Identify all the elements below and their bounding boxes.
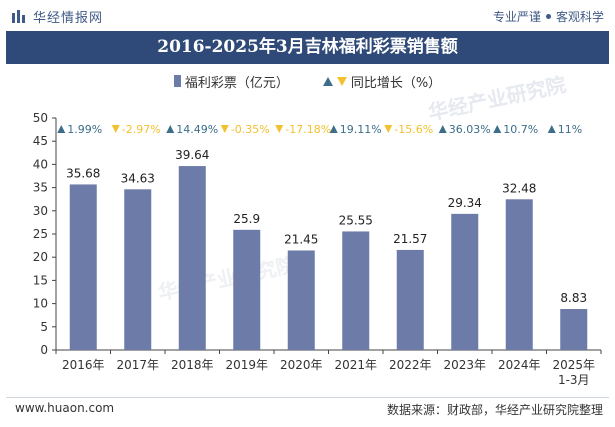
x-tick-label: 2016年 bbox=[62, 358, 105, 372]
y-tick-label: 45 bbox=[33, 134, 48, 148]
bar bbox=[178, 166, 206, 350]
bar-value-label: 34.63 bbox=[121, 171, 155, 185]
y-tick-label: 5 bbox=[40, 320, 48, 334]
growth-label: -2.97% bbox=[122, 123, 161, 136]
x-tick-label: 2018年 bbox=[171, 358, 214, 372]
legend-item-growth: 同比增长（%） bbox=[322, 72, 442, 91]
bar-value-label: 21.57 bbox=[393, 232, 427, 246]
growth-label: 36.03% bbox=[449, 123, 491, 136]
tagline-left: 专业严谨 bbox=[492, 10, 541, 24]
bar bbox=[505, 199, 533, 350]
bar-value-label: 8.83 bbox=[560, 291, 587, 305]
chart-title: 2016-2025年3月吉林福利彩票销售额 bbox=[157, 37, 458, 57]
y-tick-label: 0 bbox=[40, 343, 48, 357]
bar-value-label: 25.55 bbox=[339, 213, 373, 227]
growth-label: 10.7% bbox=[503, 123, 538, 136]
bar-value-label: 21.45 bbox=[284, 232, 318, 246]
bar bbox=[396, 249, 424, 350]
growth-label: 1.99% bbox=[67, 123, 102, 136]
footer-website: www.huaon.com bbox=[15, 401, 115, 415]
y-tick-label: 35 bbox=[33, 181, 48, 195]
x-tick-label: 1-3月 bbox=[558, 373, 590, 387]
growth-label: -17.18% bbox=[285, 123, 331, 136]
legend-bar-swatch-icon bbox=[173, 75, 181, 87]
growth-label: 11% bbox=[558, 123, 582, 136]
bar-value-label: 35.68 bbox=[66, 166, 100, 180]
x-tick-label: 2019年 bbox=[225, 358, 268, 372]
brand: 华经情报网 bbox=[11, 7, 103, 26]
bar bbox=[69, 184, 97, 350]
legend-up-triangle-icon bbox=[322, 76, 333, 86]
y-tick-label: 30 bbox=[33, 204, 48, 218]
brand-name: 华经情报网 bbox=[33, 11, 104, 26]
footer-divider bbox=[6, 397, 609, 398]
y-tick-label: 25 bbox=[33, 227, 48, 241]
footer-source: 数据来源：财政部，华经产业研究院整理 bbox=[386, 403, 603, 417]
tagline: 专业严谨 客观科学 bbox=[493, 8, 604, 25]
growth-up-triangle-icon bbox=[493, 125, 502, 133]
x-tick-label: 2024年 bbox=[498, 358, 541, 372]
chart-legend: 福利彩票（亿元） 同比增长（%） bbox=[0, 72, 615, 91]
x-tick-label: 2020年 bbox=[280, 358, 323, 372]
growth-up-triangle-icon bbox=[329, 125, 338, 133]
bar bbox=[287, 250, 315, 350]
growth-label: 19.11% bbox=[340, 123, 382, 136]
legend-label-sales: 福利彩票（亿元） bbox=[184, 75, 289, 91]
growth-up-triangle-icon bbox=[438, 125, 447, 133]
growth-down-triangle-icon bbox=[111, 125, 120, 133]
y-tick-label: 50 bbox=[33, 111, 48, 125]
x-tick-label: 2023年 bbox=[443, 358, 486, 372]
growth-label: -0.35% bbox=[231, 123, 270, 136]
tagline-dot-icon bbox=[545, 14, 551, 19]
bar bbox=[233, 229, 261, 350]
growth-label: -15.6% bbox=[394, 123, 433, 136]
legend-label-growth: 同比增长（%） bbox=[350, 75, 442, 91]
growth-up-triangle-icon bbox=[57, 125, 66, 133]
x-tick-label: 2017年 bbox=[116, 358, 159, 372]
growth-up-triangle-icon bbox=[166, 125, 175, 133]
x-tick-label: 2021年 bbox=[334, 358, 377, 372]
y-tick-label: 20 bbox=[33, 250, 48, 264]
bar bbox=[342, 231, 370, 350]
title-bar: 2016-2025年3月吉林福利彩票销售额 bbox=[6, 31, 609, 64]
y-tick-label: 15 bbox=[33, 273, 48, 287]
bar-value-label: 32.48 bbox=[502, 181, 536, 195]
bar bbox=[124, 189, 152, 350]
bar-value-label: 29.34 bbox=[448, 196, 482, 210]
growth-down-triangle-icon bbox=[384, 125, 393, 133]
bar bbox=[451, 213, 479, 350]
bar-value-label: 39.64 bbox=[175, 148, 209, 162]
x-tick-label: 2022年 bbox=[389, 358, 432, 372]
y-tick-label: 10 bbox=[33, 297, 48, 311]
legend-down-triangle-icon bbox=[336, 76, 347, 86]
watermark-text: 华经产业研究院 bbox=[156, 252, 298, 305]
growth-label: 14.49% bbox=[176, 123, 218, 136]
x-tick-label: 2025年 bbox=[552, 358, 595, 372]
tagline-right: 客观科学 bbox=[555, 10, 604, 24]
growth-down-triangle-icon bbox=[275, 125, 284, 133]
top-bar: 华经情报网 专业严谨 客观科学 bbox=[0, 0, 615, 31]
bar-value-label: 25.9 bbox=[233, 212, 260, 226]
growth-up-triangle-icon bbox=[547, 125, 556, 133]
growth-down-triangle-icon bbox=[220, 125, 229, 133]
watermark-text: 华经产业研究院 bbox=[426, 72, 568, 125]
brand-logo-icon bbox=[12, 9, 25, 23]
legend-item-sales: 福利彩票（亿元） bbox=[173, 72, 289, 91]
bar bbox=[560, 309, 588, 350]
y-tick-label: 40 bbox=[33, 157, 48, 171]
